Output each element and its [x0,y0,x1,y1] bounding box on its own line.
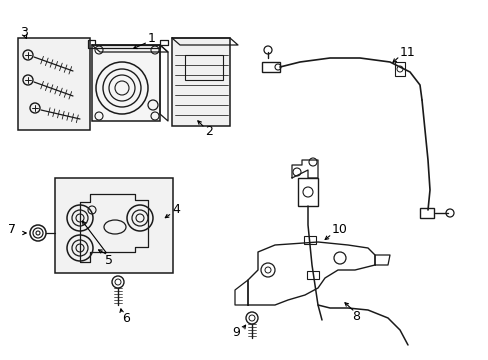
Text: 2: 2 [204,126,212,139]
Bar [92,45,160,121]
Bar [297,178,317,206]
Bar [184,55,223,80]
Text: 9: 9 [231,325,240,338]
Text: 3: 3 [20,26,28,39]
Text: 4: 4 [172,203,180,216]
Bar [172,38,229,126]
Text: 5: 5 [105,253,113,266]
Bar [306,271,318,279]
Text: 8: 8 [351,310,359,323]
Bar [262,62,280,72]
Bar [55,178,173,273]
Bar [304,236,315,244]
Bar [394,62,404,76]
Bar [419,208,433,218]
Text: 1: 1 [148,31,156,45]
Text: 10: 10 [331,224,347,237]
Text: 7: 7 [8,224,16,237]
Text: 11: 11 [399,45,415,58]
Bar [18,38,90,130]
Text: 6: 6 [122,311,130,324]
